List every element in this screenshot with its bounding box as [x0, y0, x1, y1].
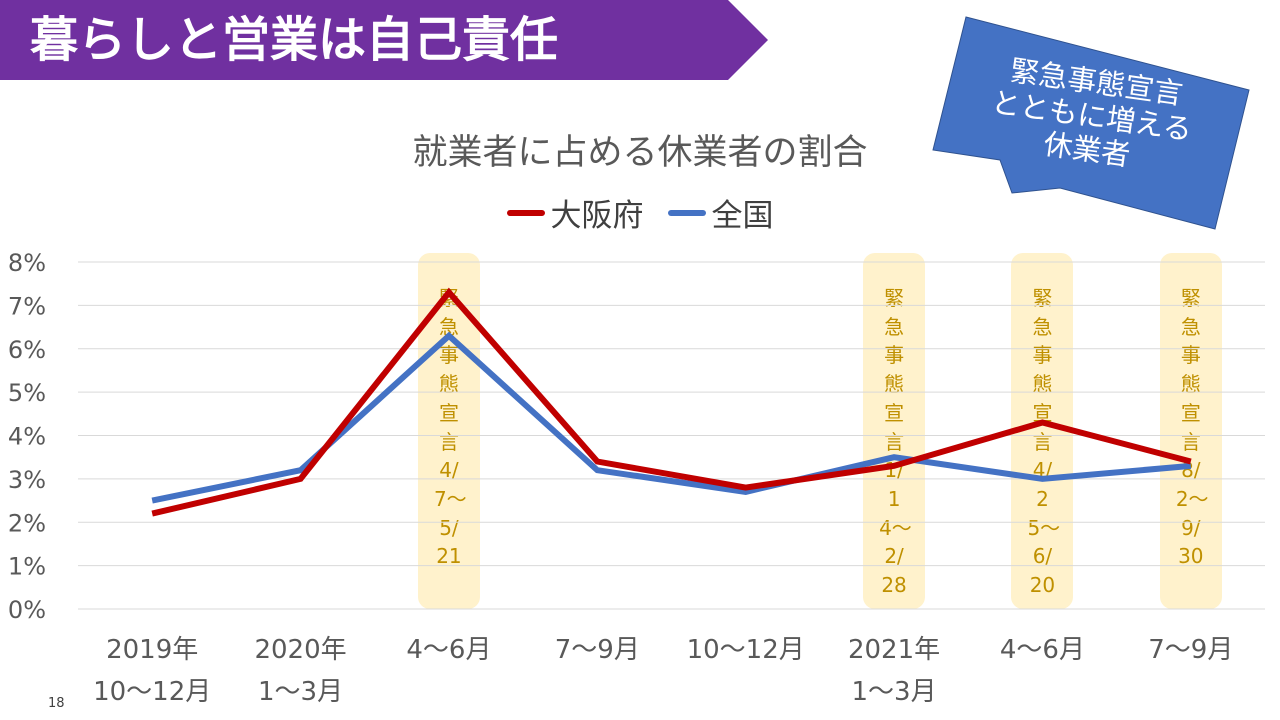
x-tick-label: 7〜9月 [554, 635, 640, 665]
x-tick-label: 7〜9月 [1148, 635, 1234, 665]
legend-label: 全国 [711, 198, 774, 234]
emergency-band [863, 253, 926, 609]
legend-label: 大阪府 [550, 198, 644, 234]
y-tick-label: 0% [8, 596, 46, 624]
emergency-band [1159, 253, 1222, 609]
y-tick-label: 6% [8, 336, 46, 364]
page-number: 18 [48, 696, 65, 711]
x-tick-label: 2019年 10〜12月 [93, 635, 212, 707]
x-tick-label: 2021年 1〜3月 [847, 635, 941, 707]
y-tick-label: 5% [8, 379, 46, 407]
chart-legend: 大阪府 全国 [0, 190, 1280, 235]
y-tick-label: 4% [8, 423, 46, 451]
y-tick-label: 3% [8, 466, 46, 494]
series-line-osaka [151, 287, 1192, 517]
y-tick-label: 1% [8, 553, 46, 581]
title-banner [0, 0, 768, 80]
x-tick-label: 4〜6月 [406, 635, 492, 665]
emergency-band-label: 緊急事態宣言1/14〜2/28 [879, 286, 912, 598]
y-tick-label: 2% [8, 509, 46, 537]
legend-item-osaka: 大阪府 [506, 190, 644, 235]
chart-title: 就業者に占める休業者の割合 [412, 133, 868, 173]
x-tick-label: 2020年 1〜3月 [254, 635, 347, 707]
legend-swatch [667, 209, 706, 216]
x-tick-label: 4〜6月 [999, 635, 1085, 665]
slide-title: 暮らしと営業は自己責任 [30, 12, 559, 68]
legend-swatch [506, 209, 545, 216]
legend-item-japan: 全国 [667, 190, 774, 235]
y-tick-label: 7% [8, 292, 46, 320]
y-tick-label: 8% [8, 249, 46, 277]
x-tick-label: 10〜12月 [686, 635, 805, 665]
